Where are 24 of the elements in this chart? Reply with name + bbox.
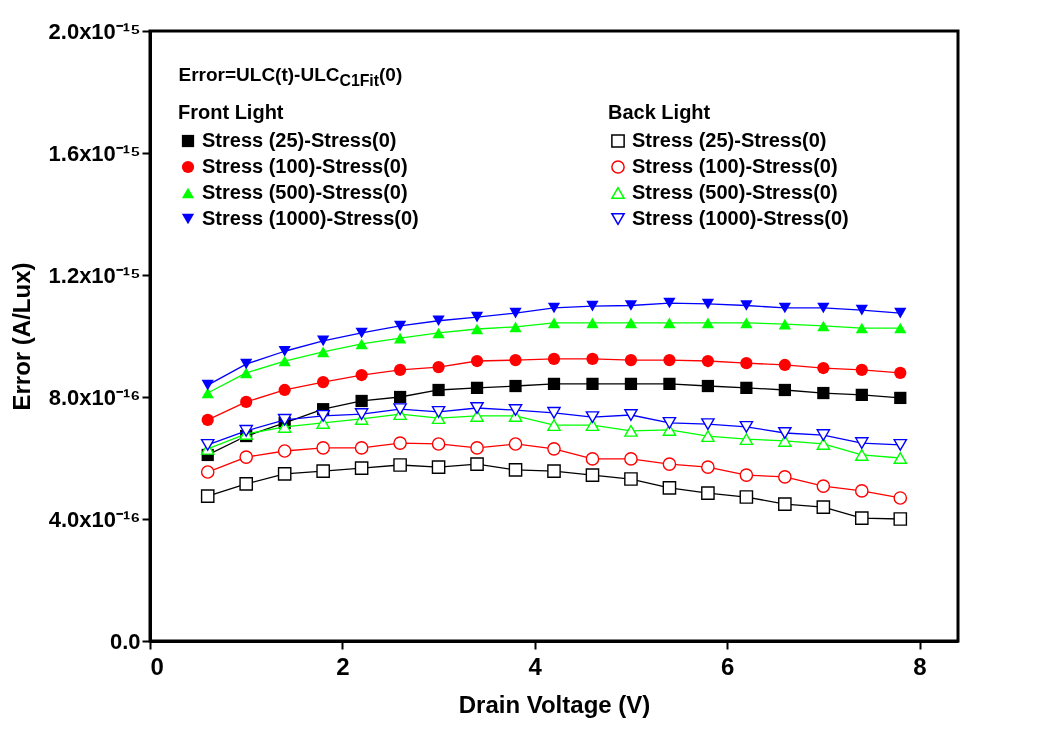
text: Front Light bbox=[178, 101, 284, 123]
y-tick-label: 4.0x10⁻¹⁶ bbox=[48, 506, 141, 532]
text: Back Light bbox=[608, 101, 711, 123]
x-tick-label: 0 bbox=[150, 652, 164, 680]
y-axis-title: Error (A/Lux) bbox=[7, 262, 35, 411]
legend-label: Stress (100)-Stress(0) bbox=[202, 155, 408, 177]
x-tick-label: 2 bbox=[336, 652, 350, 680]
y-tick-label: 1.2x10⁻¹⁵ bbox=[48, 262, 141, 288]
legend-label: Stress (100)-Stress(0) bbox=[632, 155, 838, 177]
x-tick-label: 8 bbox=[913, 652, 927, 680]
y-tick-label: 1.6x10⁻¹⁵ bbox=[48, 140, 141, 166]
y-tick-label: 0.0 bbox=[109, 628, 141, 654]
y-tick-label: 2.0x10⁻¹⁵ bbox=[48, 18, 141, 44]
x-axis-title: Drain Voltage (V) bbox=[458, 690, 651, 718]
legend-label: Stress (1000)-Stress(0) bbox=[632, 207, 849, 229]
legend-label: Stress (25)-Stress(0) bbox=[632, 129, 827, 151]
x-tick-label: 4 bbox=[528, 652, 543, 680]
legend-label: Stress (500)-Stress(0) bbox=[202, 181, 408, 203]
x-tick-label: 6 bbox=[720, 652, 735, 680]
legend-label: Stress (25)-Stress(0) bbox=[202, 129, 397, 151]
y-tick-label: 8.0x10⁻¹⁶ bbox=[48, 384, 141, 410]
annotation: Error=ULC(t)-ULC$_{C1Fit}$(0) bbox=[178, 63, 403, 90]
legend-label: Stress (1000)-Stress(0) bbox=[202, 207, 419, 229]
legend-label: Stress (500)-Stress(0) bbox=[632, 181, 838, 203]
